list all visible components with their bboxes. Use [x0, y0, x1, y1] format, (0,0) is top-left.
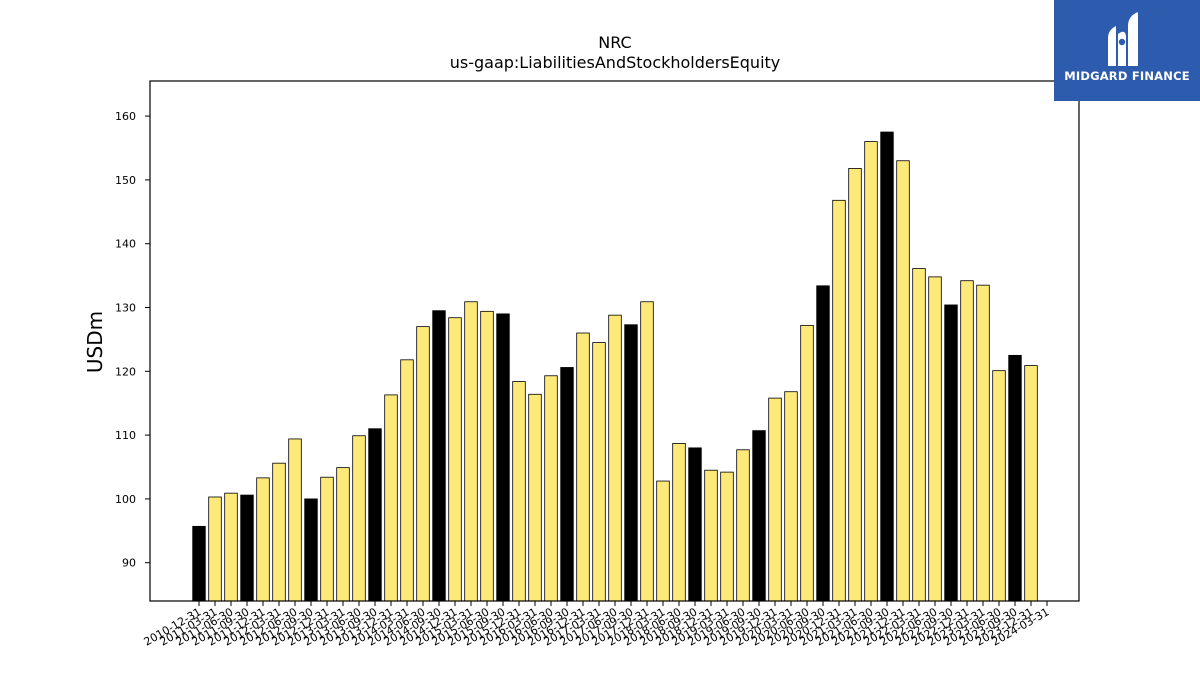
bar-2015-09-30: [496, 313, 510, 602]
bar-2021-12-31: [896, 160, 910, 602]
bar-2018-09-30: [688, 447, 702, 602]
bar-2022-09-30: [944, 304, 958, 602]
chart-title: NRC: [598, 33, 631, 52]
bar-2010-12-31: [192, 525, 206, 602]
bar-2021-06-30: [864, 141, 878, 602]
bar-2023-06-30: [992, 370, 1006, 602]
bar-2017-06-30: [608, 314, 622, 602]
bar-2013-09-30: [368, 428, 382, 602]
bar-2011-06-30: [224, 492, 238, 602]
brand-logo: MIDGARD FINANCE: [1054, 0, 1200, 101]
x-axis: 2010-12-312011-03-312011-06-302011-09-30…: [142, 601, 1052, 649]
bar-2019-12-31: [768, 397, 782, 602]
y-tick-label: 100: [115, 493, 136, 506]
bar-2016-09-30: [560, 367, 574, 602]
bar-2019-06-30: [736, 449, 750, 602]
bar-2020-06-30: [800, 324, 814, 602]
bar-2013-06-30: [352, 435, 366, 602]
bar-2015-12-31: [512, 381, 526, 602]
bar-2017-09-30: [624, 324, 638, 602]
bar-2013-12-31: [384, 394, 398, 602]
bar-2020-09-30: [816, 285, 830, 602]
bar-2011-09-30: [240, 494, 254, 602]
y-tick-label: 130: [115, 302, 136, 315]
plot-frame: [149, 80, 1080, 602]
bar-2021-03-31: [848, 168, 862, 602]
bar-2017-03-31: [592, 342, 606, 602]
bar-2019-03-31: [720, 471, 734, 602]
y-tick-label: 90: [122, 557, 136, 570]
bar-2023-03-31: [976, 284, 990, 602]
y-axis: 90 100 110 120 130 140 150 160: [115, 110, 150, 570]
y-tick-label: 150: [115, 174, 136, 187]
bar-2014-12-31: [448, 317, 462, 602]
bar-2022-12-31: [960, 280, 974, 602]
bar-2020-03-31: [784, 391, 798, 602]
chart-subtitle: us-gaap:LiabilitiesAndStockholdersEquity: [450, 53, 781, 72]
bars-layer: [192, 131, 1038, 602]
y-tick-label: 160: [115, 110, 136, 123]
bar-2016-03-31: [528, 393, 542, 602]
bar-2018-06-30: [672, 442, 686, 602]
y-tick-label: 140: [115, 238, 136, 251]
bar-2012-12-31: [320, 476, 334, 602]
bar-2022-03-31: [912, 268, 926, 602]
bar-2012-09-30: [304, 498, 318, 602]
bar-2011-12-31: [256, 477, 270, 602]
bar-2019-09-30: [752, 430, 766, 602]
bar-2018-03-31: [656, 480, 670, 602]
bar-2012-03-31: [272, 462, 286, 602]
bar-2017-12-31: [640, 301, 654, 602]
bar-2023-09-30: [1008, 354, 1022, 602]
midgard-logo-icon: [1108, 12, 1138, 66]
bar-2012-06-30: [288, 438, 302, 602]
y-tick-label: 110: [115, 429, 136, 442]
bar-2023-12-31: [1024, 365, 1038, 602]
bar-2016-06-30: [544, 375, 558, 602]
bar-2015-03-31: [464, 301, 478, 602]
bar-2013-03-31: [336, 467, 350, 602]
bar-2014-03-31: [400, 359, 414, 602]
bar-2021-09-30: [880, 131, 894, 602]
brand-name: MIDGARD FINANCE: [1064, 69, 1190, 83]
bar-2014-06-30: [416, 326, 430, 602]
bar-2015-06-30: [480, 310, 494, 602]
y-tick-label: 120: [115, 365, 136, 378]
bar-2020-12-31: [832, 199, 846, 602]
bar-2011-03-31: [208, 496, 222, 602]
bar-2022-06-30: [928, 276, 942, 602]
bar-2014-09-30: [432, 310, 446, 602]
bar-2016-12-31: [576, 332, 590, 602]
y-axis-label: USDm: [83, 311, 107, 373]
bar-2018-12-31: [704, 469, 718, 602]
